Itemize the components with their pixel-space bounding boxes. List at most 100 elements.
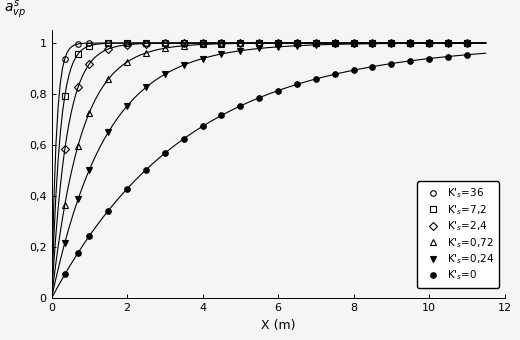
K'$_{s}$=36 [200,41,206,45]
K'$_{s}$=0,72 [426,41,432,45]
K'$_{s}$=7,2 [350,41,357,45]
K'$_{s}$=0,72 [218,42,225,46]
K'$_{s}$=7,2 [143,41,149,45]
K'$_{s}$=36 [388,41,395,45]
K'$_{s}$=0,72 [105,77,111,81]
K'$_{s}$=2,4 [313,41,319,45]
K'$_{s}$=2,4 [180,41,187,45]
K'$_{s}$=0 [445,54,451,58]
K'$_{s}$=0 [218,113,225,117]
K'$_{s}$=36 [350,41,357,45]
K'$_{s}$=0,24 [332,42,338,46]
K'$_{s}$=0,24 [143,85,149,89]
K'$_{s}$=7,2 [294,41,300,45]
K'$_{s}$=36 [313,41,319,45]
K'$_{s}$=0,72 [294,41,300,45]
K'$_{s}$=0,72 [350,41,357,45]
K'$_{s}$=0,24 [294,44,300,48]
K'$_{s}$=36 [464,41,470,45]
K'$_{s}$=0,24 [105,130,111,134]
K'$_{s}$=0,24 [75,197,81,201]
K'$_{s}$=0 [143,168,149,172]
K'$_{s}$=0 [200,124,206,128]
K'$_{s}$=0,72 [464,41,470,45]
K'$_{s}$=36 [180,41,187,45]
K'$_{s}$=0 [75,251,81,255]
K'$_{s}$=36 [445,41,451,45]
K'$_{s}$=7,2 [256,41,262,45]
K'$_{s}$=0,72 [180,44,187,48]
K'$_{s}$=36 [86,41,93,45]
K'$_{s}$=0,24 [86,168,93,172]
K'$_{s}$=0,24 [369,41,375,46]
K'$_{s}$=0,72 [143,51,149,55]
K'$_{s}$=2,4 [75,85,81,89]
K'$_{s}$=36 [332,41,338,45]
K'$_{s}$=0 [294,82,300,86]
K'$_{s}$=0,72 [237,41,243,46]
K'$_{s}$=2,4 [388,41,395,45]
K'$_{s}$=36 [218,41,225,45]
K'$_{s}$=2,4 [162,41,168,45]
K'$_{s}$=0 [313,77,319,81]
K'$_{s}$=2,4 [350,41,357,45]
K'$_{s}$=2,4 [62,147,68,151]
K'$_{s}$=0,24 [388,41,395,46]
K'$_{s}$=0,72 [75,144,81,148]
K'$_{s}$=0 [105,209,111,213]
K'$_{s}$=7,2 [200,41,206,45]
K'$_{s}$=0,24 [62,241,68,245]
K'$_{s}$=0,24 [407,41,413,45]
K'$_{s}$=0 [237,104,243,108]
K'$_{s}$=2,4 [105,47,111,51]
K'$_{s}$=0,72 [407,41,413,45]
K'$_{s}$=7,2 [124,41,130,45]
Legend: K'$_{s}$=36, K'$_{s}$=7,2, K'$_{s}$=2,4, K'$_{s}$=0,72, K'$_{s}$=0,24, K'$_{s}$=: K'$_{s}$=36, K'$_{s}$=7,2, K'$_{s}$=2,4,… [417,182,499,288]
K'$_{s}$=0,24 [124,104,130,108]
K'$_{s}$=0 [407,59,413,63]
K'$_{s}$=7,2 [426,41,432,45]
K'$_{s}$=0 [162,151,168,155]
Line: K'$_{s}$=7,2: K'$_{s}$=7,2 [62,40,470,99]
K'$_{s}$=2,4 [218,41,225,45]
K'$_{s}$=0 [86,234,93,238]
K'$_{s}$=0 [388,62,395,66]
K'$_{s}$=0,72 [256,41,262,45]
K'$_{s}$=2,4 [426,41,432,45]
K'$_{s}$=36 [62,56,68,61]
K'$_{s}$=7,2 [105,41,111,45]
K'$_{s}$=36 [143,41,149,45]
K'$_{s}$=0,72 [332,41,338,45]
K'$_{s}$=2,4 [86,62,93,66]
K'$_{s}$=0,24 [180,63,187,67]
K'$_{s}$=0 [180,137,187,141]
K'$_{s}$=36 [237,41,243,45]
K'$_{s}$=7,2 [62,94,68,98]
K'$_{s}$=0,24 [350,42,357,46]
Line: K'$_{s}$=36: K'$_{s}$=36 [62,40,470,61]
K'$_{s}$=7,2 [332,41,338,45]
K'$_{s}$=7,2 [313,41,319,45]
K'$_{s}$=0,72 [313,41,319,45]
K'$_{s}$=36 [105,41,111,45]
K'$_{s}$=0,72 [388,41,395,45]
K'$_{s}$=7,2 [275,41,281,45]
K'$_{s}$=0 [256,96,262,100]
K'$_{s}$=2,4 [200,41,206,45]
K'$_{s}$=7,2 [407,41,413,45]
K'$_{s}$=36 [426,41,432,45]
K'$_{s}$=0 [275,88,281,92]
K'$_{s}$=0,72 [62,203,68,207]
K'$_{s}$=2,4 [143,41,149,46]
K'$_{s}$=7,2 [388,41,395,45]
K'$_{s}$=7,2 [86,44,93,48]
K'$_{s}$=0,24 [464,41,470,45]
K'$_{s}$=7,2 [369,41,375,45]
K'$_{s}$=7,2 [75,52,81,56]
K'$_{s}$=36 [369,41,375,45]
X-axis label: X (m): X (m) [261,319,295,332]
K'$_{s}$=2,4 [275,41,281,45]
K'$_{s}$=2,4 [369,41,375,45]
Line: K'$_{s}$=0,24: K'$_{s}$=0,24 [62,40,470,245]
K'$_{s}$=36 [294,41,300,45]
